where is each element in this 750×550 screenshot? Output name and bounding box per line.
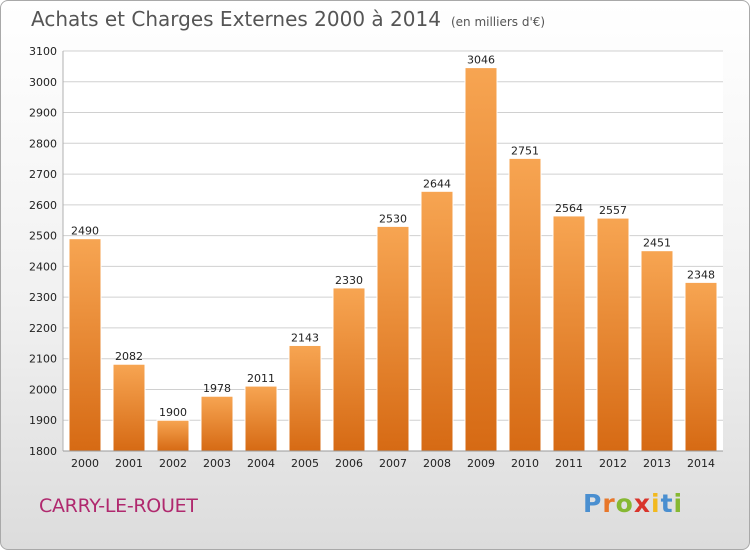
data-label: 2143 [291,331,319,344]
y-tick-label: 1900 [29,414,57,427]
bar [596,217,630,452]
x-tick-label: 2011 [555,457,583,470]
data-label: 2082 [115,350,143,363]
data-label: 1900 [159,406,187,419]
logo-letter: r [602,489,616,518]
bar [640,250,674,452]
data-label: 2330 [335,274,363,287]
bar [244,385,278,452]
bar [420,190,454,452]
data-label: 2530 [379,212,407,225]
x-tick-label: 2010 [511,457,539,470]
city-name: CARRY-LE-ROUET [39,495,198,517]
x-tick-label: 2004 [247,457,275,470]
y-tick-label: 3100 [29,45,57,58]
y-tick-label: 2500 [29,230,57,243]
y-tick-label: 2200 [29,322,57,335]
data-label: 3046 [467,54,495,67]
logo-letter: P [583,489,603,518]
x-tick-label: 2002 [159,457,187,470]
bar [376,225,410,452]
x-tick-label: 2008 [423,457,451,470]
chart-unit: (en milliers d'€) [450,15,546,29]
data-label: 2644 [423,177,451,190]
bar [288,344,322,452]
bar [684,281,718,452]
logo-letter: i [651,489,661,518]
y-tick-label: 2900 [29,107,57,120]
y-tick-label: 2700 [29,168,57,181]
y-tick-label: 2300 [29,291,57,304]
data-label: 2451 [643,237,671,250]
title-row: Achats et Charges Externes 2000 à 2014 (e… [31,7,545,31]
x-tick-label: 2006 [335,457,363,470]
bar [156,419,190,452]
y-tick-label: 2800 [29,137,57,150]
x-tick-label: 2005 [291,457,319,470]
y-tick-label: 2100 [29,353,57,366]
data-label: 2011 [247,372,275,385]
y-tick-label: 2000 [29,383,57,396]
logo-letter: x [633,489,651,518]
x-tick-label: 2012 [599,457,627,470]
bar [200,395,234,452]
data-label: 2348 [687,268,715,281]
logo-letter: t [660,489,674,518]
x-tick-label: 2013 [643,457,671,470]
data-label: 2557 [599,204,627,217]
y-tick-label: 3000 [29,76,57,89]
bar [464,67,498,452]
x-tick-label: 2009 [467,457,495,470]
x-tick-label: 2014 [687,457,715,470]
data-label: 2490 [71,225,99,238]
chart-title: Achats et Charges Externes 2000 à 2014 [31,7,441,31]
bar [332,287,366,452]
data-label: 1978 [203,382,231,395]
x-tick-label: 2000 [71,457,99,470]
logo-letter: i [673,489,684,518]
x-tick-label: 2001 [115,457,143,470]
bar [552,215,586,452]
x-tick-label: 2007 [379,457,407,470]
y-tick-label: 1800 [29,445,57,458]
y-tick-label: 2400 [29,260,57,273]
x-tick-label: 2003 [203,457,231,470]
proxiti-logo: Proxiti [583,489,683,518]
bar [68,238,102,452]
y-tick-label: 2600 [29,199,57,212]
bar [112,363,146,452]
bar [508,157,542,452]
data-label: 2564 [555,202,583,215]
data-label: 2751 [511,144,539,157]
logo-letter: o [615,489,634,518]
